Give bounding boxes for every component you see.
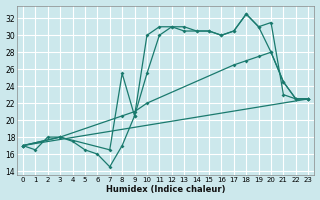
X-axis label: Humidex (Indice chaleur): Humidex (Indice chaleur): [106, 185, 225, 194]
